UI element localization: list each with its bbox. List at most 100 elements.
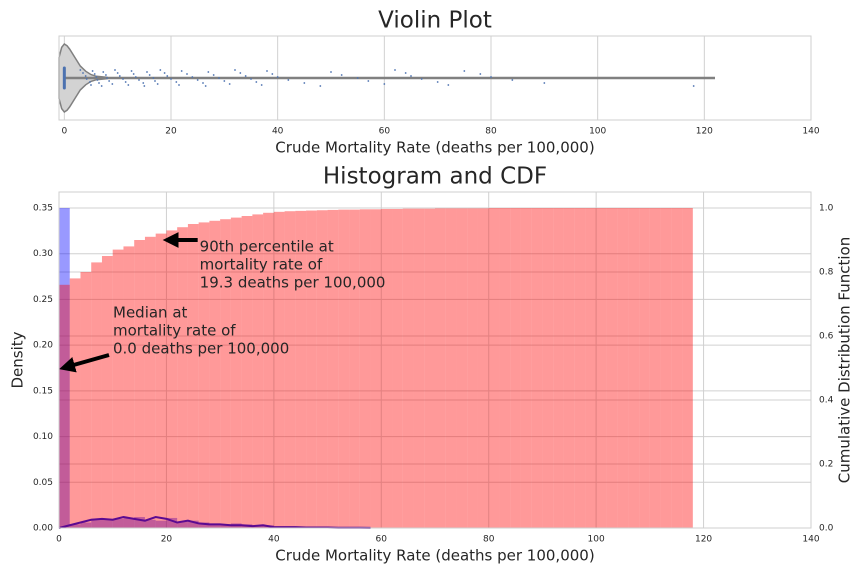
histogram-bar: [198, 522, 210, 528]
x-tick-label: 0: [56, 535, 62, 545]
strip-point: [118, 75, 121, 77]
strip-point: [93, 73, 96, 75]
cdf-step: [370, 209, 382, 528]
strip-point: [90, 84, 92, 86]
x-tick-label: 0: [61, 127, 67, 137]
cdf-step: [198, 222, 210, 528]
cdf-step: [349, 209, 360, 528]
strip-point: [463, 70, 466, 72]
y2-tick-label: 0.8: [819, 268, 834, 278]
x-tick-label: 140: [802, 535, 819, 545]
y2-tick-label: 0.6: [819, 332, 834, 342]
cdf-step: [80, 272, 92, 528]
strip-point: [511, 79, 514, 81]
x-axis-label: Crude Mortality Rate (deaths per 100,000…: [275, 547, 594, 565]
histogram-bar: [209, 523, 221, 528]
x-axis-label: Crude Mortality Rate (deaths per 100,000…: [275, 139, 594, 157]
cdf-step: [241, 216, 253, 528]
cdf-step: [177, 227, 188, 528]
cdf-step: [553, 208, 564, 528]
strip-point: [234, 69, 236, 71]
strip-point: [154, 80, 156, 82]
x-tick-label: 60: [379, 127, 391, 137]
cdf-step: [123, 246, 135, 528]
strip-point: [105, 74, 107, 76]
histogram-bar: [123, 517, 135, 528]
cdf-step: [359, 209, 371, 528]
y2-tick-label: 0.4: [819, 396, 834, 406]
strip-point: [394, 69, 396, 71]
cdf-step: [585, 208, 597, 528]
strip-point: [420, 78, 423, 80]
y-tick-label: 0.15: [33, 386, 53, 396]
histogram-bar: [187, 520, 199, 528]
cdf-step: [477, 208, 489, 528]
annotation-text: 0.0 deaths per 100,000: [113, 340, 289, 358]
annotation-text: Median at: [113, 304, 188, 322]
annotation-text: mortality rate of: [200, 256, 323, 274]
strip-point: [148, 74, 151, 76]
cdf-step: [273, 211, 285, 528]
chart-title: Violin Plot: [378, 8, 492, 34]
annotation-text: mortality rate of: [113, 322, 236, 340]
cdf-step: [456, 208, 468, 528]
strip-point: [692, 85, 695, 87]
cdf-step: [671, 208, 683, 528]
cdf-step: [295, 210, 307, 528]
strip-point: [266, 70, 268, 72]
cdf-step: [606, 208, 618, 528]
x-tick-label: 20: [165, 127, 177, 137]
axes-frame: [58, 35, 812, 121]
strip-point: [186, 73, 188, 75]
y2-axis-label: Cumulative Distribution Function: [836, 237, 854, 483]
strip-point: [218, 77, 220, 79]
strip-point: [383, 83, 386, 85]
cdf-step: [402, 208, 414, 528]
histogram-bar: [69, 524, 81, 528]
strip-point: [143, 85, 146, 87]
cdf-step: [467, 208, 478, 528]
cdf-step: [639, 208, 650, 528]
x-tick-label: 100: [588, 535, 605, 545]
cdf-step: [445, 208, 457, 528]
strip-point: [85, 78, 88, 80]
strip-point: [91, 70, 94, 72]
strip-point: [106, 77, 108, 79]
x-tick-label: 20: [161, 535, 173, 545]
y2-tick-label: 0.0: [819, 524, 834, 534]
cdf-step: [381, 208, 393, 528]
strip-point: [170, 78, 172, 80]
y2-tick-label: 1.0: [819, 204, 834, 214]
cdf-step: [209, 220, 221, 529]
annotation-text: 19.3 deaths per 100,000: [200, 274, 386, 292]
y-tick-label: 0.25: [33, 295, 53, 305]
cdf-step: [316, 210, 328, 529]
cdf-step: [488, 208, 500, 528]
strip-point: [127, 84, 130, 86]
strip-point: [122, 78, 124, 80]
cdf-step: [306, 210, 317, 528]
cdf-step: [628, 208, 640, 528]
cdf-step: [155, 233, 167, 528]
cdf-step: [112, 249, 124, 528]
strip-point: [138, 79, 140, 81]
histogram-bar: [166, 517, 178, 528]
x-tick-label: 80: [485, 127, 497, 137]
strip-point: [330, 71, 332, 73]
histogram-bar: [134, 517, 145, 528]
cdf-step: [435, 208, 446, 528]
strip-point: [250, 78, 252, 80]
histogram-bar: [144, 519, 156, 528]
cdf-step: [134, 240, 145, 528]
cdf-step: [91, 262, 102, 528]
x-tick-label: 60: [376, 535, 388, 545]
cdf-step: [230, 217, 242, 528]
strip-point: [319, 85, 322, 87]
cdf-step: [338, 209, 350, 528]
strip-point: [166, 75, 169, 77]
strip-point: [490, 76, 492, 78]
cdf-step: [59, 284, 70, 528]
strip-point: [196, 79, 199, 81]
strip-point: [202, 82, 204, 84]
